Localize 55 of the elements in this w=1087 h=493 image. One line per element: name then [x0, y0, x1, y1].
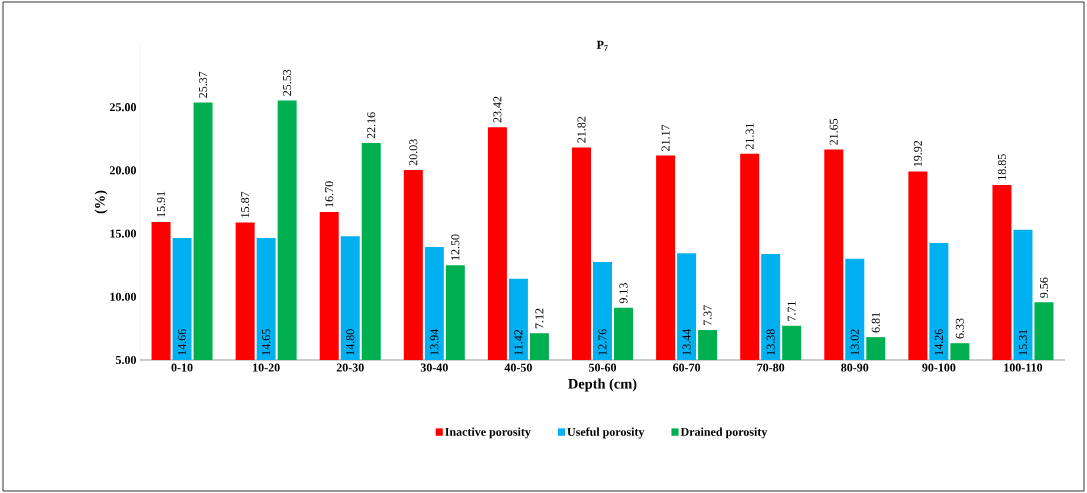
data-label: 19.92 [913, 140, 922, 167]
y-tick-label: 20.00 [109, 166, 137, 175]
data-label: 21.82 [577, 116, 586, 143]
y-tick-label: 25.00 [109, 103, 137, 112]
x-tick-label: 30-40 [420, 363, 448, 372]
data-label: 18.85 [997, 154, 1007, 180]
legend-label: Useful porosity [567, 427, 645, 439]
data-label: 15.87 [241, 191, 250, 218]
x-tick-label: 80-90 [841, 363, 869, 372]
data-label: 25.37 [198, 71, 208, 98]
data-label: 7.37 [703, 305, 712, 326]
y-tick-label: 15.00 [110, 229, 137, 238]
data-label: 14.80 [346, 329, 355, 355]
x-tick-label: 70-80 [757, 363, 785, 372]
x-tick-label: 40-50 [504, 363, 532, 372]
x-tick-label: 90-100 [922, 363, 956, 372]
data-label: 21.31 [745, 123, 754, 150]
data-label: 13.38 [766, 329, 775, 355]
y-tick-label: 10.00 [110, 292, 137, 301]
data-label: 6.33 [955, 318, 964, 339]
data-label: 7.71 [787, 301, 796, 321]
legend-label: Inactive porosity [445, 427, 531, 439]
x-tick-label: 60-70 [673, 363, 701, 372]
data-label: 9.13 [619, 283, 628, 304]
chart-title: P$_{7}$ [596, 40, 608, 51]
data-label: 14.26 [934, 329, 943, 355]
data-label: 15.31 [1018, 329, 1028, 355]
data-label: 20.03 [409, 139, 418, 166]
data-label: 12.50 [451, 234, 460, 260]
data-label: 7.12 [535, 308, 544, 329]
data-label: 13.94 [430, 328, 439, 355]
data-label: 15.91 [156, 191, 166, 217]
x-tick-label: 0-10 [171, 363, 193, 372]
data-label: 6.81 [871, 312, 880, 333]
data-label: 21.65 [829, 118, 838, 145]
data-label: 16.70 [325, 181, 334, 207]
data-label: 13.02 [850, 329, 859, 355]
y-tick-label: 5.00 [115, 355, 136, 365]
legend-label: Drained porosity [680, 427, 768, 439]
data-label: 11.42 [514, 329, 523, 355]
x-tick-label: 20-30 [336, 363, 364, 372]
data-label: 13.44 [682, 328, 691, 355]
data-label: 22.16 [367, 112, 376, 139]
x-tick-label: 100-110 [1004, 363, 1043, 372]
x-tick-label: 10-20 [253, 363, 280, 372]
x-tick-label: 50-60 [588, 363, 617, 372]
data-label: 9.56 [1039, 277, 1049, 298]
y-axis-title: (%) [94, 190, 108, 214]
data-label: 14.65 [262, 329, 271, 355]
x-axis-title: Depth (cm) [568, 378, 637, 392]
data-label: 14.66 [177, 329, 187, 355]
data-label: 25.53 [283, 69, 292, 96]
data-label: 12.76 [598, 329, 607, 355]
data-label: 23.42 [493, 96, 502, 123]
data-label: 21.17 [661, 124, 670, 151]
